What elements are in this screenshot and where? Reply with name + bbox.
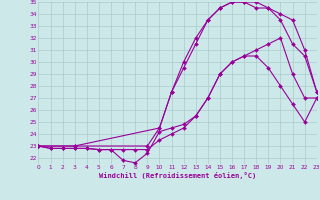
X-axis label: Windchill (Refroidissement éolien,°C): Windchill (Refroidissement éolien,°C) [99,172,256,179]
